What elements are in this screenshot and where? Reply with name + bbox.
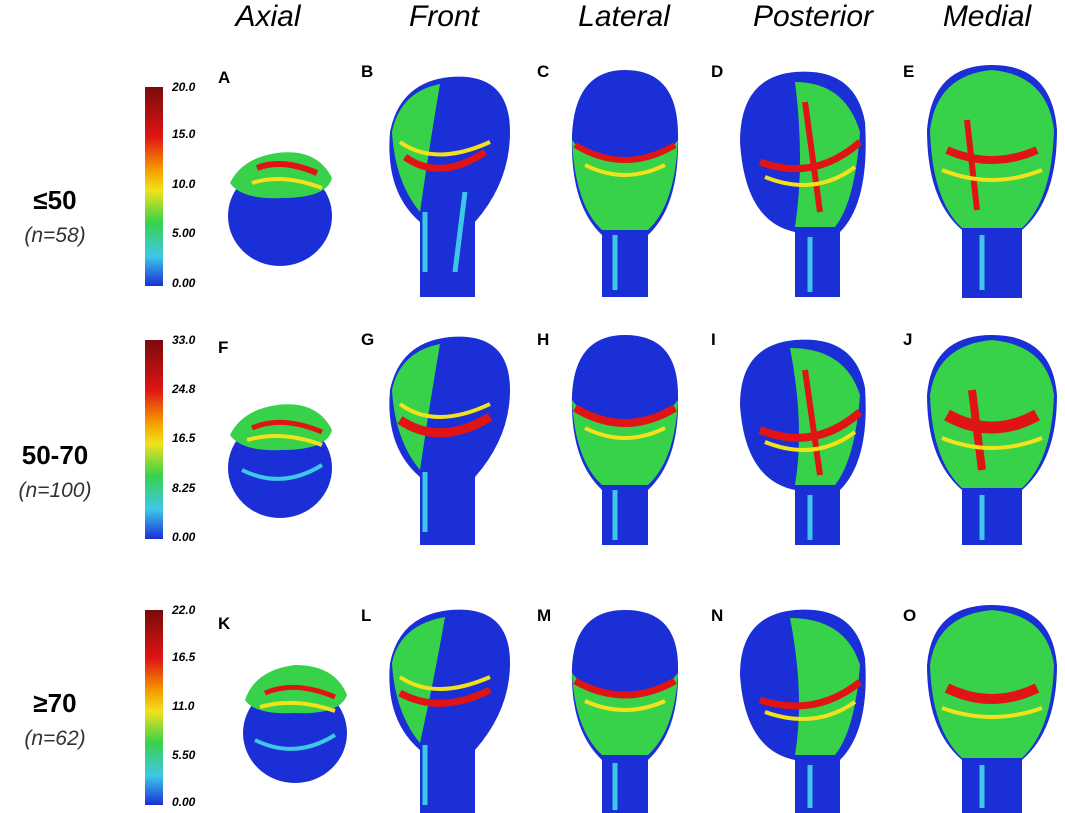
panel-letter: N xyxy=(711,606,724,625)
colorbar-tick: 22.0 xyxy=(172,603,196,617)
panel-letter: I xyxy=(711,330,716,349)
row-label-3: ≥70 (n=62) xyxy=(0,688,110,751)
panel-letter: F xyxy=(218,338,229,357)
bone-image-posterior xyxy=(735,330,875,545)
column-header-posterior: Posterior xyxy=(752,0,874,33)
row-label-1: ≤50 (n=58) xyxy=(0,185,110,248)
bone-image-front xyxy=(380,605,520,813)
colorbar-1 xyxy=(145,87,163,286)
column-header-medial: Medial xyxy=(942,0,1032,33)
sample-size-label: (n=62) xyxy=(24,727,86,750)
sample-size-label: (n=100) xyxy=(18,479,92,502)
colorbar-3 xyxy=(145,610,163,805)
column-header-front: Front xyxy=(408,0,480,33)
panel-letter: E xyxy=(903,62,915,81)
bone-image-axial xyxy=(235,655,355,785)
colorbar-tick: 10.0 xyxy=(172,177,196,191)
panel-letter: C xyxy=(537,62,550,81)
panel-letter: K xyxy=(218,614,231,633)
panel-letter: H xyxy=(537,330,550,349)
panel-letter: B xyxy=(361,62,374,81)
bone-image-lateral xyxy=(560,65,690,297)
bone-image-axial xyxy=(222,390,342,520)
bone-image-medial xyxy=(922,60,1062,298)
age-group-label: 50-70 xyxy=(21,440,89,470)
panel-letter: O xyxy=(903,606,917,625)
colorbar-tick: 15.0 xyxy=(172,127,196,141)
bone-image-front xyxy=(380,332,520,545)
colorbar-tick: 0.00 xyxy=(172,276,196,290)
colorbar-2 xyxy=(145,340,163,539)
panel-letter: A xyxy=(218,68,231,87)
bone-image-lateral xyxy=(560,330,690,545)
colorbar-tick: 5.50 xyxy=(172,748,196,762)
column-header-axial: Axial xyxy=(235,0,301,33)
bone-image-axial xyxy=(222,138,342,268)
bone-image-posterior xyxy=(735,600,875,813)
row-label-2: 50-70 (n=100) xyxy=(0,440,110,503)
age-group-label: ≤50 xyxy=(33,185,77,215)
colorbar-tick: 20.0 xyxy=(172,80,196,94)
column-header-lateral: Lateral xyxy=(578,0,670,33)
bone-image-medial xyxy=(922,600,1062,813)
colorbar-tick: 16.5 xyxy=(172,650,196,664)
colorbar-tick: 33.0 xyxy=(172,333,196,347)
colorbar-tick: 16.5 xyxy=(172,431,196,445)
age-group-label: ≥70 xyxy=(33,688,77,718)
colorbar-tick: 0.00 xyxy=(172,795,196,809)
colorbar-tick: 5.00 xyxy=(172,226,196,240)
sample-size-label: (n=58) xyxy=(24,224,86,247)
panel-letter: J xyxy=(903,330,913,349)
colorbar-tick: 8.25 xyxy=(172,481,196,495)
panel-letter: L xyxy=(361,606,372,625)
bone-image-front xyxy=(380,72,520,297)
panel-letter: G xyxy=(361,330,375,349)
panel-letter: M xyxy=(537,606,552,625)
colorbar-tick: 24.8 xyxy=(172,382,196,396)
colorbar-tick: 0.00 xyxy=(172,530,196,544)
bone-image-posterior xyxy=(735,62,875,297)
bone-image-medial xyxy=(922,330,1062,545)
colorbar-tick: 11.0 xyxy=(172,699,195,713)
bone-image-lateral xyxy=(560,605,690,813)
panel-letter: D xyxy=(711,62,724,81)
